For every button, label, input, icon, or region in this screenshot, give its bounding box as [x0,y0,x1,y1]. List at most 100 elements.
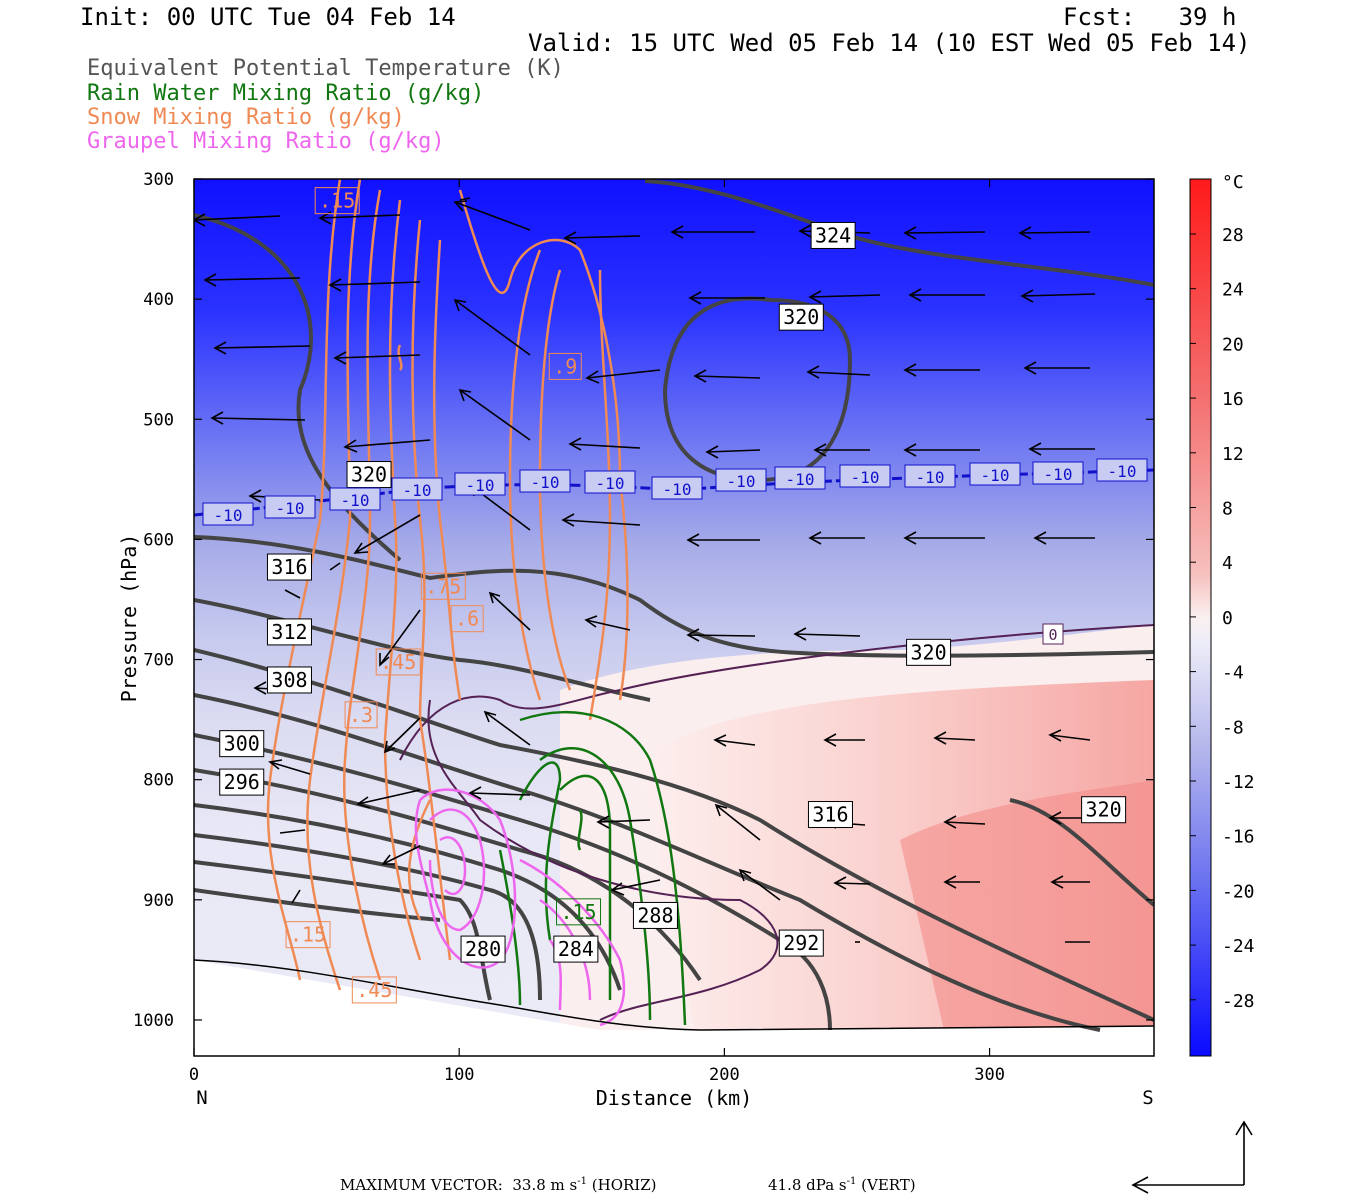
colorbar [1189,178,1212,1057]
theta-e-label: 316 [812,803,848,827]
theta-e-label-box [906,638,952,666]
colorbar-tick-label: -16 [1222,827,1255,848]
y-tick-label: 600 [143,530,174,550]
isotherm-minus10-label: -10 [596,474,625,493]
terrain-line [193,959,1155,1031]
x-tick-label: 0 [189,1065,199,1085]
snow-label: .45 [356,978,392,1002]
isotherm-minus10-label: -10 [466,476,495,495]
theta-e-label: 320 [1086,798,1122,822]
colorbar-tick-label: 0 [1222,608,1233,629]
isotherm-label-box [715,468,767,492]
isotherm-minus10-label: -10 [851,468,880,487]
isotherm-minus10-label: -10 [786,470,815,489]
isotherm-label-box [584,470,636,494]
snow-label: .3 [349,703,373,727]
snow-label-box [375,648,421,676]
rain-label: .15 [560,900,596,924]
theta-e-label-box [810,221,856,249]
legend-theta-e: Equivalent Potential Temperature (K) [87,56,564,81]
isotherm-minus10-label: -10 [531,473,560,492]
valid-time: Valid: 15 UTC Wed 05 Feb 14 (10 EST Wed … [528,29,1251,57]
y-tick-label: 400 [143,290,174,310]
colorbar-tick-label: -28 [1222,991,1255,1012]
snow-label: .15 [319,189,355,213]
theta-e-label: 300 [224,732,260,756]
isotherm-0-label-box [1042,623,1064,645]
theta-e-label: 316 [271,555,307,579]
theta-e-label-box [219,768,265,796]
isotherm-minus10-label: -10 [276,499,305,518]
y-tick-label: 300 [143,170,174,190]
isotherm-label-box [904,464,956,488]
snow-label-box [344,701,378,729]
colorbar-tick-label: 4 [1222,553,1233,574]
theta-e-label: 280 [465,937,501,961]
snow-label: .9 [553,354,577,378]
isotherm-label-box [454,472,506,496]
x-axis-right-end-label: S [1142,1087,1153,1109]
colorbar-tick-label: -8 [1222,717,1244,738]
theta-e-label: 288 [637,903,673,927]
snow-label-box [420,572,466,600]
isotherm-minus10-label: -10 [403,481,432,500]
theta-e-label-box [266,553,312,581]
isotherm-label-box [391,477,443,501]
isotherm-label-box [969,462,1021,486]
theta-e-label: 320 [911,640,947,664]
colorbar-tick-label: -20 [1222,881,1255,902]
colorbar-tick-label: 20 [1222,334,1244,355]
snow-label-box [450,605,484,633]
snow-label: .15 [290,923,326,947]
legend-rain: Rain Water Mixing Ratio (g/kg) [87,81,485,106]
isotherm-label-box [774,466,826,490]
snow-label: .75 [425,574,461,598]
theta-e-label-box [553,935,599,963]
plot-frame [193,178,1155,1057]
theta-e-label: 324 [815,223,851,247]
max-vector-horizontal: MAXIMUM VECTOR: 33.8 m s-1 (HORIZ) [340,1176,657,1194]
colorbar-tick-label: -12 [1222,772,1255,793]
theta-e-label: 312 [271,620,307,644]
max-vector-vertical: 41.8 dPa s-1 (VERT) [768,1176,916,1194]
colorbar-tick-label: 28 [1222,225,1244,246]
contour-labels: 324 320 320 316 312 308 300 296 320 316 320 288 292 2… [202,187,1148,1004]
isotherm-label-box [329,487,381,511]
theta-e-label-box [460,935,506,963]
isotherm-minus10-label: -10 [1108,462,1137,481]
theta-e-label-box [266,666,312,694]
theta-e-label: 308 [271,668,307,692]
wind-vectors [194,197,1100,943]
theta-e-label: 320 [783,305,819,329]
x-tick-label: 300 [974,1065,1005,1085]
colorbar-tick-label: -24 [1222,936,1255,957]
theta-e-label-box [778,303,824,331]
isotherm-minus10-label: -10 [214,506,243,525]
x-axis-left-end-label: N [196,1087,207,1109]
colorbar-tick-label: 8 [1222,499,1233,520]
isotherm-label-box [264,495,316,519]
legend-snow: Snow Mixing Ratio (g/kg) [87,105,405,130]
isotherm-label-box [1032,461,1084,485]
theta-e-label-box [1081,796,1127,824]
colorbar-ticks: 28 24 20 16 12 8 4 0 -4 -8 -12 -16 -20 -24 -28 [1190,225,1255,1012]
theta-e-label-box [807,801,853,829]
axes: 0 100 200 300 300 400 500 600 700 800 900 1000 [133,170,1154,1085]
y-tick-label: 500 [143,410,174,430]
theta-e-label: 320 [351,463,387,487]
isotherm-minus10-label: -10 [727,472,756,491]
x-axis-label: Distance (km) [596,1086,753,1110]
snow-label-box [548,352,582,380]
forecast-hour: Fcst: 39 h [1063,3,1237,31]
isotherm-minus10-label: -10 [341,491,370,510]
theta-e-label: 296 [224,770,260,794]
theta-e-label-box [266,618,312,646]
y-tick-label: 800 [143,771,174,791]
isotherm-label-box [519,469,571,493]
isotherm-label-box [202,502,254,526]
colorbar-tick-label: -4 [1222,663,1244,684]
isotherm-minus10-label: -10 [663,480,692,499]
colorbar-tick-label: 12 [1222,444,1244,465]
isotherm-minus10-label: -10 [981,466,1010,485]
init-time: Init: 00 UTC Tue 04 Feb 14 [80,3,456,31]
